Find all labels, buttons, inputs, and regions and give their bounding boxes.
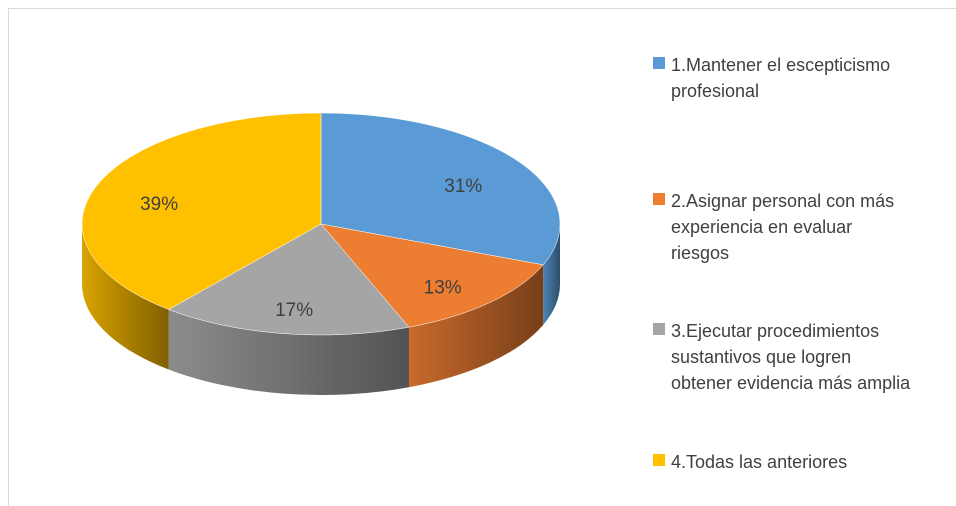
slice [168, 223, 410, 336]
slice-side [82, 224, 169, 370]
data-label: 13% [424, 278, 462, 299]
legend-label: 2.Asignar personal con más experiencia e… [671, 191, 895, 263]
chart-border [8, 8, 956, 506]
slice-side [408, 264, 544, 388]
data-label: 31% [444, 176, 482, 197]
data-label: 39% [140, 194, 178, 215]
legend-swatch [653, 454, 665, 466]
data-label: 17% [275, 300, 313, 321]
slice [320, 223, 544, 328]
slice-side [168, 309, 409, 395]
legend-label: 1.Mantener el escepticismo profesional [671, 55, 891, 101]
slice [320, 112, 561, 266]
legend-label: 3.Ejecutar procedimientos sustantivos qu… [671, 321, 911, 393]
legend-item: 2.Asignar personal con más experiencia e… [650, 188, 911, 266]
legend-swatch [653, 323, 665, 335]
legend-item: 3.Ejecutar procedimientos sustantivos qu… [650, 318, 911, 396]
legend-swatch [653, 57, 665, 69]
legend-item: 1.Mantener el escepticismo profesional [650, 52, 911, 104]
slice [81, 112, 322, 310]
legend-item: 4.Todas las anteriores [650, 449, 911, 475]
legend-swatch [653, 193, 665, 205]
legend-label: 4.Todas las anteriores [671, 452, 848, 472]
slice-side [543, 224, 560, 325]
